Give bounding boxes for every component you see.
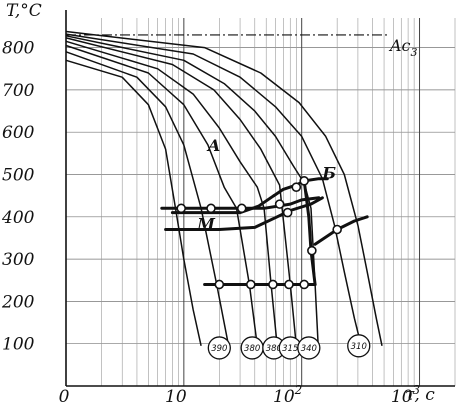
transformation-line [313, 215, 369, 246]
ac3-label: Ac3 [388, 36, 418, 59]
data-point [332, 224, 342, 235]
circled-label: 310 [351, 342, 367, 352]
axes [65, 10, 455, 387]
data-point [268, 279, 278, 290]
data-point [284, 279, 294, 290]
cooling-curves [65, 30, 383, 346]
circled-label-ring [207, 336, 231, 360]
circled-label: 380 [266, 344, 282, 354]
circled-label-ring [347, 334, 371, 358]
cooling-curve [65, 44, 259, 346]
data-point [214, 279, 225, 290]
data-point [299, 176, 309, 186]
transformation-lines [160, 177, 369, 286]
y-tick-label: 200 [1, 292, 35, 312]
region-label: A [206, 136, 220, 155]
data-point [176, 203, 187, 214]
cooling-curve [65, 59, 202, 346]
x-tick-label: 0 [59, 387, 70, 407]
x-axis-title: τ, c [405, 385, 435, 405]
data-point [246, 279, 256, 290]
data-point [206, 203, 216, 214]
data-point [274, 199, 285, 209]
y-tick-label: 300 [2, 250, 35, 270]
data-point [282, 207, 293, 218]
y-tick-label: 500 [2, 166, 35, 186]
data-point [299, 279, 309, 290]
y-tick-label: 600 [2, 123, 35, 143]
y-tick-label: 800 [2, 39, 35, 59]
transformation-line [164, 196, 324, 231]
circled-label: 380 [244, 344, 260, 354]
transformation-line [170, 194, 276, 215]
circled-label: 390 [211, 344, 227, 354]
transformation-line [302, 179, 317, 286]
cooling-curve [65, 33, 362, 346]
ac3-subscript: 3 [411, 46, 418, 59]
region-label: Б [321, 164, 336, 183]
x-tick-label: 10 [165, 387, 187, 407]
data-point [307, 245, 317, 256]
circled-label-ring [297, 336, 321, 360]
x-tick-label: 102 [273, 383, 302, 407]
circled-label: 315 [282, 344, 298, 354]
circled-label: 340 [301, 344, 317, 354]
y-axis-title: T,°C [6, 1, 42, 21]
cooling-curve [65, 30, 383, 346]
y-tick-label: 700 [2, 81, 35, 101]
data-point [291, 182, 302, 192]
y-tick-label: 100 [2, 335, 35, 355]
region-label: M [196, 214, 216, 233]
x-tick-exponent: 3 [413, 383, 421, 397]
cooling-curve [65, 37, 298, 346]
data-markers [176, 176, 342, 290]
x-tick-exponent: 2 [294, 383, 303, 397]
y-tick-label: 400 [1, 208, 35, 228]
data-point [236, 203, 247, 214]
cooling-curve [65, 40, 278, 346]
